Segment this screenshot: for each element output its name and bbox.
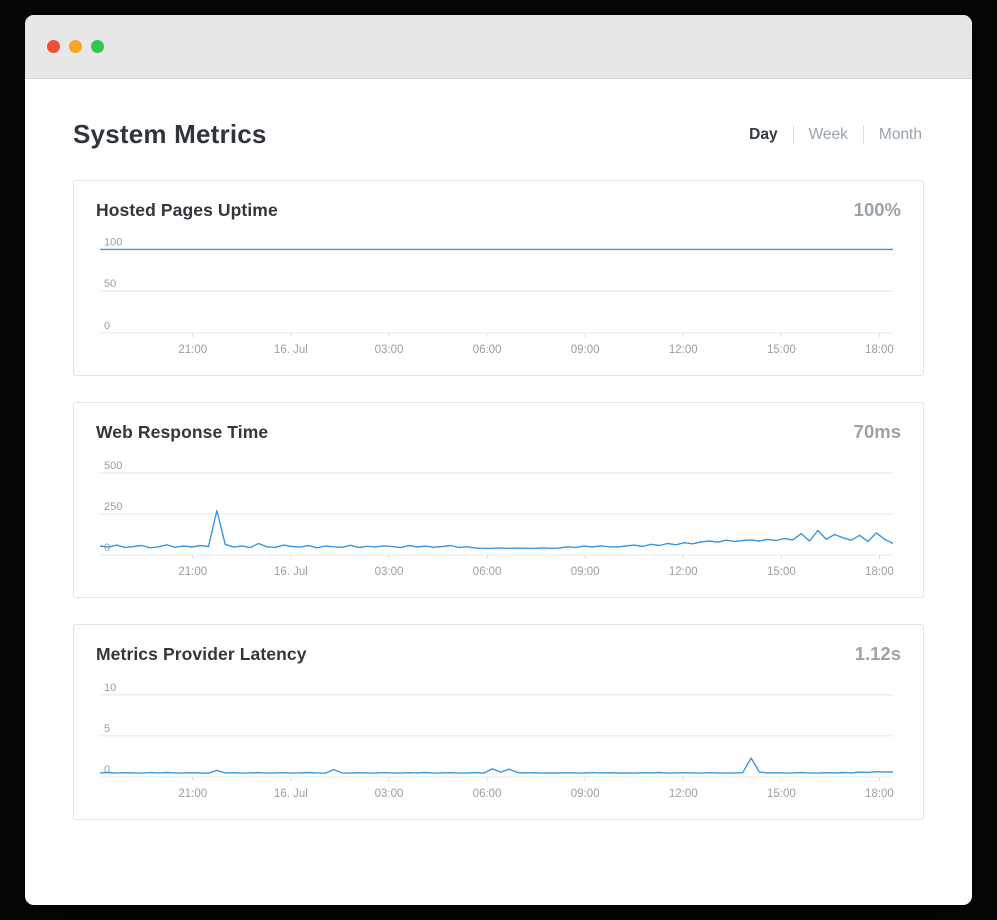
svg-text:100: 100	[104, 236, 122, 248]
svg-text:0: 0	[104, 320, 110, 332]
svg-text:06:00: 06:00	[473, 344, 502, 356]
page-header: System Metrics Day Week Month	[73, 119, 924, 150]
svg-text:12:00: 12:00	[669, 566, 698, 578]
svg-text:09:00: 09:00	[571, 566, 600, 578]
metric-current-value: 1.12s	[854, 643, 901, 664]
svg-text:09:00: 09:00	[571, 788, 600, 800]
svg-text:03:00: 03:00	[375, 788, 404, 800]
svg-text:15:00: 15:00	[767, 788, 796, 800]
metric-card-uptime: Hosted Pages Uptime 100% 0 50 100 21:00 16. …	[73, 180, 924, 376]
svg-text:16. Jul: 16. Jul	[274, 344, 308, 356]
svg-text:21:00: 21:00	[178, 788, 207, 800]
zoom-window-button[interactable]	[91, 40, 104, 53]
latency-line-chart: 0 5 10 21:00 16. Jul 03:00 06:00 09:00 12:00 15:0…	[96, 673, 901, 809]
metric-title: Web Response Time	[96, 422, 269, 442]
card-header: Metrics Provider Latency 1.12s	[96, 643, 901, 665]
response-time-line-chart: 0 250 500 21:00 16. Jul 03:00 06:00 09:00 12:00 1…	[96, 451, 901, 587]
uptime-line-chart: 0 50 100 21:00 16. Jul 03:00 06:00 09:00 12:00 15…	[96, 229, 901, 365]
metric-card-latency: Metrics Provider Latency 1.12s 0 5 10 21:00…	[73, 624, 924, 820]
svg-text:15:00: 15:00	[767, 344, 796, 356]
svg-text:5: 5	[104, 723, 110, 735]
svg-text:06:00: 06:00	[473, 788, 502, 800]
svg-text:12:00: 12:00	[669, 344, 698, 356]
svg-text:250: 250	[104, 501, 122, 513]
tab-separator	[862, 125, 864, 144]
metric-card-response-time: Web Response Time 70ms 0 250 500 21:00 16. J…	[73, 402, 924, 598]
close-window-button[interactable]	[47, 40, 60, 53]
svg-text:16. Jul: 16. Jul	[274, 788, 308, 800]
svg-text:10: 10	[104, 682, 116, 694]
metric-title: Hosted Pages Uptime	[96, 200, 278, 220]
svg-text:18:00: 18:00	[865, 788, 894, 800]
tab-day[interactable]: Day	[749, 125, 778, 143]
svg-text:18:00: 18:00	[865, 566, 894, 578]
app-window: System Metrics Day Week Month Hosted Pag…	[25, 15, 972, 905]
card-header: Web Response Time 70ms	[96, 421, 901, 443]
svg-text:16. Jul: 16. Jul	[274, 566, 308, 578]
svg-text:03:00: 03:00	[375, 566, 404, 578]
tab-month[interactable]: Month	[878, 125, 922, 143]
svg-text:09:00: 09:00	[571, 344, 600, 356]
page-title: System Metrics	[73, 119, 267, 149]
tab-separator	[792, 125, 794, 144]
metric-current-value: 70ms	[853, 421, 901, 442]
svg-text:06:00: 06:00	[473, 566, 502, 578]
metric-title: Metrics Provider Latency	[96, 644, 307, 664]
window-titlebar	[25, 15, 972, 79]
card-header: Hosted Pages Uptime 100%	[96, 199, 901, 221]
svg-text:15:00: 15:00	[767, 566, 796, 578]
tab-week[interactable]: Week	[808, 125, 848, 143]
minimize-window-button[interactable]	[69, 40, 82, 53]
metric-current-value: 100%	[853, 199, 901, 220]
svg-text:500: 500	[104, 460, 122, 472]
svg-text:50: 50	[104, 278, 116, 290]
svg-text:21:00: 21:00	[178, 566, 207, 578]
svg-text:0: 0	[104, 542, 110, 554]
time-range-tabs: Day Week Month	[734, 125, 924, 144]
page-content: System Metrics Day Week Month Hosted Pag…	[25, 119, 972, 820]
svg-text:12:00: 12:00	[669, 788, 698, 800]
svg-text:03:00: 03:00	[375, 344, 404, 356]
svg-text:18:00: 18:00	[865, 344, 894, 356]
svg-text:0: 0	[104, 764, 110, 776]
svg-text:21:00: 21:00	[178, 344, 207, 356]
